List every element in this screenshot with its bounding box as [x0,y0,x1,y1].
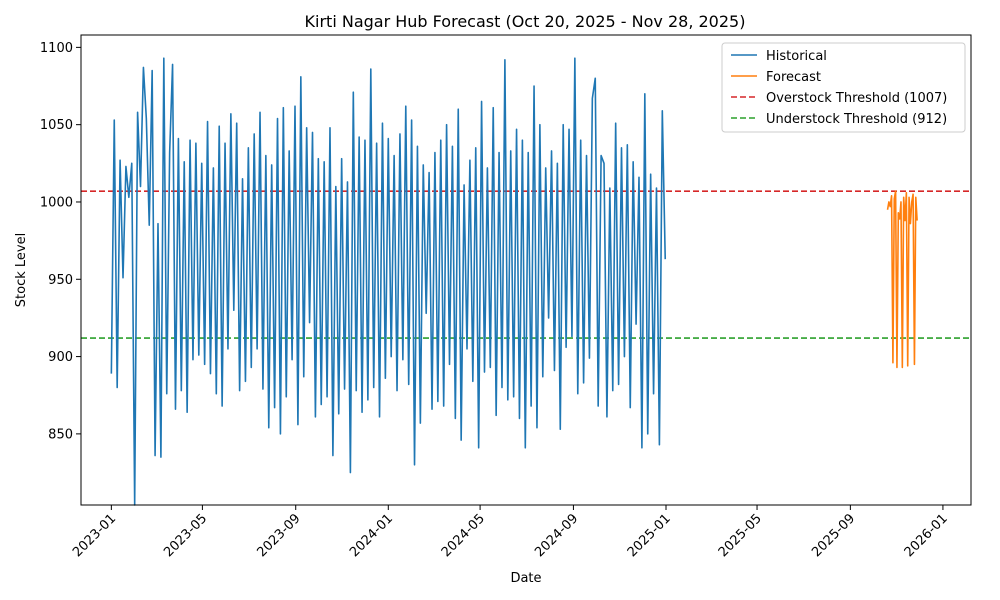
y-axis: 850 900 950 1000 1050 1100 [40,41,81,442]
x-tick-label: 2023-05 [161,511,210,560]
y-tick-label: 1000 [40,195,73,210]
y-tick-label: 950 [48,273,73,288]
legend: Historical Forecast Overstock Threshold … [721,42,966,133]
legend-label-understock: Understock Threshold (912) [766,112,947,127]
x-tick-label: 2025-09 [809,511,858,560]
plot-frame [80,34,972,506]
y-tick-label: 1100 [40,41,73,56]
x-tick-label: 2024-09 [532,511,581,560]
chart-title: Kirti Nagar Hub Forecast (Oct 20, 2025 -… [305,12,746,31]
series-layer [110,57,918,506]
x-tick-label: 2025-01 [625,511,674,560]
legend-box [721,42,966,133]
series-line-historical [110,57,667,506]
legend-label-overstock: Overstock Threshold (1007) [766,91,947,106]
x-tick-label: 2024-01 [347,511,396,560]
series-line-forecast [886,190,918,369]
x-tick-label: 2024-05 [439,511,488,560]
y-tick-label: 850 [48,427,73,442]
y-tick-label: 900 [48,350,73,365]
x-tick-label: 2023-09 [255,511,304,560]
x-tick-label: 2025-05 [716,511,765,560]
x-tick-label: 2026-01 [902,511,951,560]
x-axis-label: Date [510,571,541,586]
y-axis-label: Stock Level [14,233,29,307]
legend-label-historical: Historical [766,49,827,64]
x-tick-label: 2023-01 [70,511,119,560]
legend-label-forecast: Forecast [766,70,821,85]
x-axis: 2023-01 2023-05 2023-09 2024-01 2024-05 2024-… [70,505,951,560]
y-tick-label: 1050 [40,118,73,133]
